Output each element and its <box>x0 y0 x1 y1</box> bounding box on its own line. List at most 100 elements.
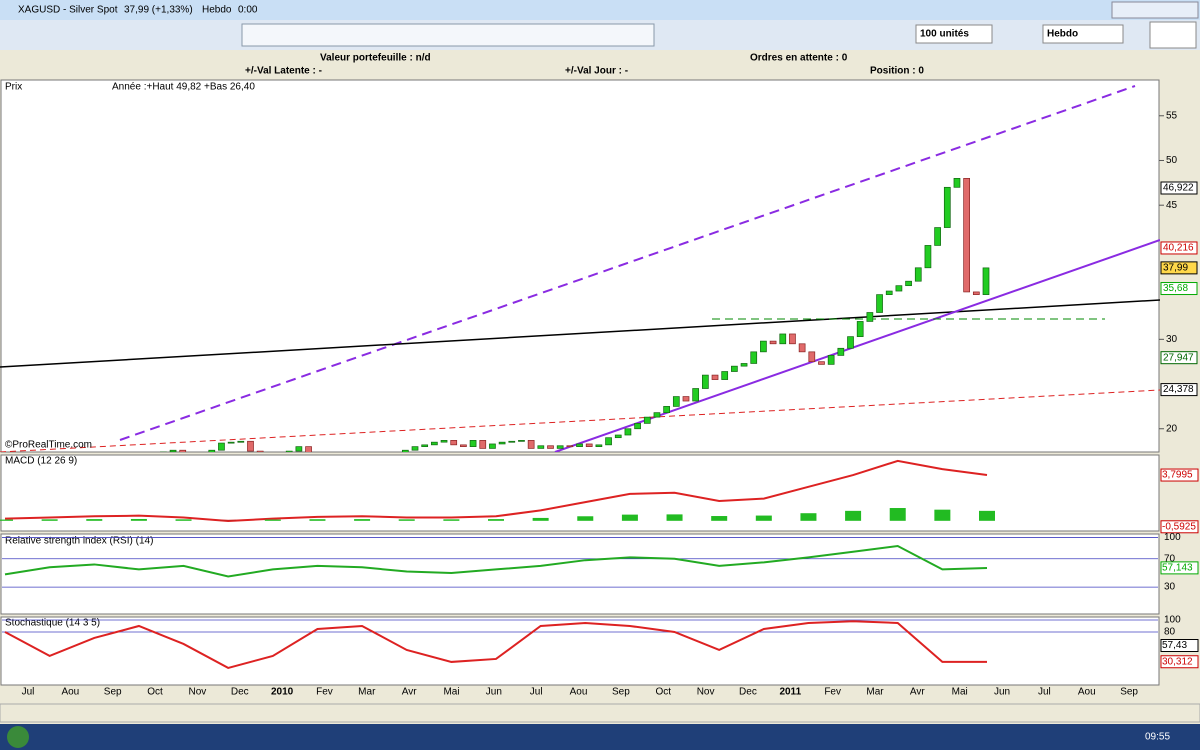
y-tick-label: 100 <box>1164 615 1181 626</box>
candle <box>527 440 535 449</box>
histogram-bar <box>41 519 58 521</box>
period: Hebdo <box>202 5 232 16</box>
x-tick-label: Aou <box>570 687 588 698</box>
histogram-bar <box>934 509 951 521</box>
candle <box>731 365 738 372</box>
y-tick-label: 30 <box>1166 334 1178 345</box>
macd-title: MACD (12 26 9) <box>5 456 77 467</box>
candle <box>818 361 825 365</box>
histogram-bar <box>443 519 460 521</box>
candle <box>972 291 980 295</box>
chart-icon[interactable] <box>1149 21 1197 49</box>
candle <box>856 321 864 337</box>
x-tick-label: Nov <box>189 687 207 698</box>
value-tag <box>1160 561 1199 575</box>
candle <box>905 280 912 287</box>
value-tag <box>1160 351 1198 365</box>
value-tag-label: 57,43 <box>1162 640 1187 651</box>
value-tag <box>1160 520 1199 534</box>
x-tick-label: Jun <box>486 687 502 698</box>
x-tick-label: 2010 <box>271 687 294 698</box>
drawing-tools[interactable] <box>241 23 655 47</box>
start-button[interactable] <box>7 726 29 748</box>
candle <box>934 227 941 246</box>
candle <box>769 340 777 345</box>
candle <box>682 396 690 402</box>
portfolio: Valeur portefeuille : n/d <box>320 53 431 64</box>
candle <box>721 371 729 380</box>
indicator-line <box>4 459 988 522</box>
timeframe: Hebdo <box>1047 29 1078 40</box>
title-bar <box>0 0 1200 20</box>
x-tick-label: Mar <box>358 687 376 698</box>
candle <box>750 351 758 364</box>
candle <box>837 347 845 356</box>
candle <box>169 449 177 452</box>
candle <box>885 290 893 295</box>
histogram-bar <box>0 519 13 521</box>
value-tag-label: 37,99 <box>1163 263 1188 274</box>
x-tick-label: Avr <box>402 687 417 698</box>
day: +/-Val Jour : - <box>565 66 628 77</box>
candle <box>614 434 622 439</box>
indicator-line <box>4 545 988 578</box>
histogram-bar <box>979 510 995 521</box>
candle <box>218 442 225 451</box>
candle <box>227 441 235 444</box>
candle <box>518 440 525 442</box>
candle <box>760 340 767 353</box>
value-tag <box>1160 468 1199 482</box>
credit: ©ProRealTime.com <box>5 440 92 451</box>
candle <box>460 444 467 447</box>
y-tick-label: 70 <box>1164 553 1176 564</box>
candle <box>489 443 496 449</box>
histogram-bar <box>354 519 371 521</box>
orders: Ordres en attente : 0 <box>750 53 848 64</box>
histogram-bar <box>264 519 281 521</box>
value-tag <box>1160 282 1198 296</box>
window-controls[interactable] <box>1111 1 1199 19</box>
candle <box>208 449 216 452</box>
x-tick-label: Dec <box>739 687 757 698</box>
x-tick-label: Mai <box>952 687 968 698</box>
time: 0:00 <box>238 5 258 16</box>
candle <box>866 312 874 322</box>
x-tick-label: Fev <box>316 687 333 698</box>
price-panel <box>0 79 1160 453</box>
timeframe-select[interactable] <box>1042 24 1124 44</box>
scrollbar[interactable] <box>0 703 1200 723</box>
candle <box>547 445 554 449</box>
x-tick-label: Sep <box>104 687 122 698</box>
price-title: Prix <box>5 82 22 93</box>
x-tick-label: Sep <box>1120 687 1138 698</box>
candle <box>982 267 990 295</box>
histogram-bar <box>175 519 192 521</box>
candle <box>576 443 583 447</box>
x-tick-label: Nov <box>697 687 715 698</box>
histogram-bar <box>130 518 147 521</box>
candle <box>643 416 651 424</box>
histogram-bar <box>577 516 594 521</box>
value-tag <box>1160 261 1198 275</box>
stoch-panel <box>0 616 1160 686</box>
y-tick-label: 50 <box>1166 155 1178 166</box>
window-title: XAGUSD - Silver Spot <box>18 5 118 16</box>
candle <box>963 178 970 293</box>
candle <box>305 446 312 452</box>
histogram-bar <box>666 514 683 521</box>
value-tag-label: 24,378 <box>1163 384 1194 395</box>
candle <box>634 423 641 430</box>
candle <box>924 245 932 269</box>
histogram-bar <box>309 519 326 521</box>
histogram-bar <box>800 513 817 521</box>
quantity-select[interactable] <box>915 24 993 44</box>
candle <box>237 440 245 443</box>
candle <box>256 450 264 452</box>
value-tag-label: 35,68 <box>1163 283 1188 294</box>
latent: +/-Val Latente : - <box>245 66 322 77</box>
x-tick-label: Jul <box>530 687 543 698</box>
candle <box>605 437 612 446</box>
candle <box>421 444 429 447</box>
candle <box>411 446 419 451</box>
histogram-bar <box>532 517 549 521</box>
